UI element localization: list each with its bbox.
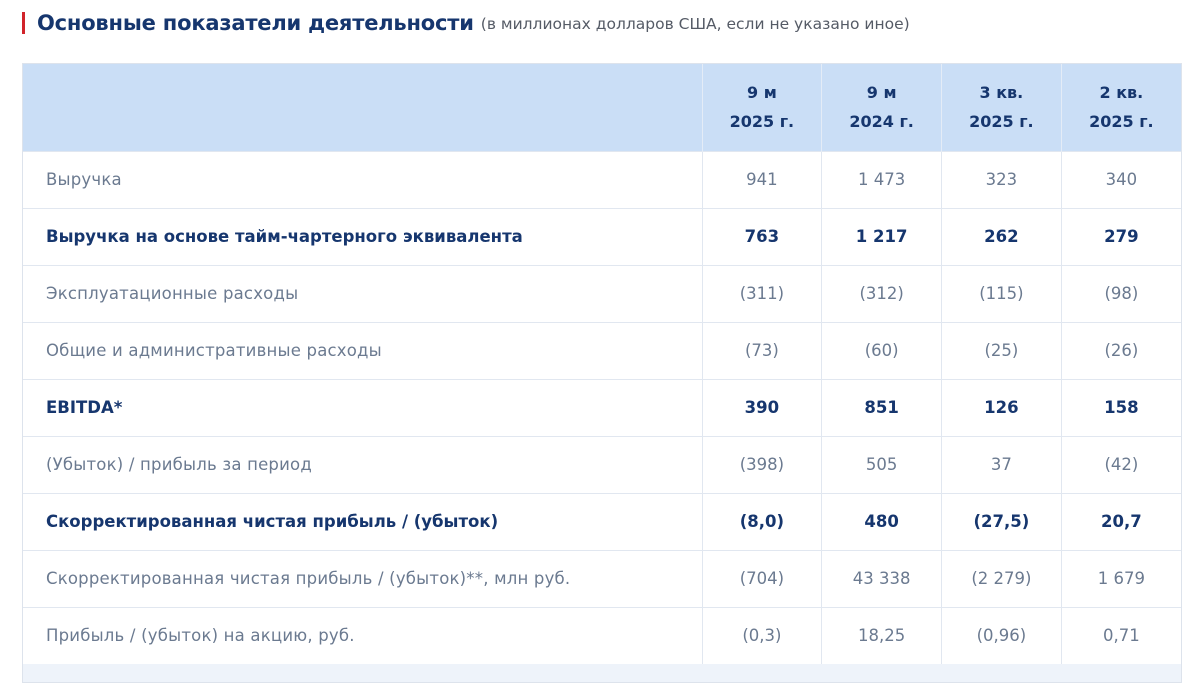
table-header-row: 9 м 2025 г. 9 м 2024 г. 3 кв. 2025 г. 2 кв. 202… (23, 64, 1181, 151)
table-row: Общие и административные расходы (73) (60)… (23, 321, 1181, 379)
table-body: Выручка 941 1 473 323 340 Выручка на основе т… (23, 150, 1181, 664)
value-cell: 340 (1060, 150, 1181, 208)
row-label: Скорректированная чистая прибыль / (убыт… (23, 492, 702, 550)
value-cell: (25) (941, 321, 1062, 379)
value-cell: 0,71 (1060, 606, 1181, 664)
value-cell: (26) (1060, 321, 1181, 379)
value-cell: 20,7 (1060, 492, 1181, 550)
value-cell: (311) (701, 264, 822, 322)
value-cell: 18,25 (821, 606, 942, 664)
column-header: 3 кв. 2025 г. (941, 64, 1062, 151)
row-label: Выручка (23, 150, 702, 208)
column-header: 2 кв. 2025 г. (1060, 64, 1181, 151)
row-label: Эксплуатационные расходы (23, 264, 702, 322)
value-cell: (42) (1060, 435, 1181, 493)
value-cell: 158 (1060, 378, 1181, 436)
column-header-year: 2025 г. (729, 112, 795, 132)
table-row: Эксплуатационные расходы (311) (312) (115)(… (23, 264, 1181, 322)
value-cell: 1 473 (821, 150, 942, 208)
column-header-year: 2025 г. (969, 112, 1034, 132)
heading-title: Основные показатели деятельности (37, 11, 474, 35)
column-header: 9 м 2024 г. (821, 64, 942, 151)
table-row: (Убыток) / прибыль за период (398) 505 37 (4… (23, 435, 1181, 493)
value-cell: (60) (821, 321, 942, 379)
value-cell: 480 (821, 492, 942, 550)
value-cell: 126 (941, 378, 1062, 436)
header-label-cell (23, 64, 702, 151)
value-cell: 941 (701, 150, 822, 208)
value-cell: (0,96) (941, 606, 1062, 664)
value-cell: (2 279) (941, 549, 1062, 607)
row-label: (Убыток) / прибыль за период (23, 435, 702, 493)
heading-accent-bar (22, 12, 25, 34)
value-cell: 43 338 (821, 549, 942, 607)
value-cell: 37 (941, 435, 1062, 493)
column-header-period: 2 кв. (1099, 83, 1144, 103)
table-row: Выручка на основе тайм-чартерного эквива… (23, 207, 1181, 265)
value-cell: (98) (1060, 264, 1181, 322)
table-row: Прибыль / (убыток) на акцию, руб. (0,3) 18… (23, 606, 1181, 664)
row-label: Прибыль / (убыток) на акцию, руб. (23, 606, 702, 664)
row-label: Общие и административные расходы (23, 321, 702, 379)
value-cell: 1 679 (1060, 549, 1181, 607)
section-heading: Основные показатели деятельности (в милл… (22, 8, 910, 38)
column-header-year: 2024 г. (849, 112, 914, 132)
indicators-table: 9 м 2025 г. 9 м 2024 г. 3 кв. 2025 г. 2 кв. 202… (23, 64, 1181, 664)
value-cell: 1 217 (821, 207, 942, 265)
value-cell: (312) (821, 264, 942, 322)
value-cell: (27,5) (941, 492, 1062, 550)
value-cell: (398) (701, 435, 822, 493)
value-cell: 505 (821, 435, 942, 493)
row-label: Скорректированная чистая прибыль / (убыт… (23, 549, 702, 607)
heading-subtitle: (в миллионах долларов США, если не указа… (480, 15, 910, 33)
table-row: Скорректированная чистая прибыль / (убыт… (23, 549, 1181, 607)
value-cell: (115) (941, 264, 1062, 322)
value-cell: 279 (1060, 207, 1181, 265)
row-label: EBITDA* (23, 378, 702, 436)
value-cell: 763 (701, 207, 822, 265)
value-cell: 390 (701, 378, 822, 436)
value-cell: 851 (821, 378, 942, 436)
column-header: 9 м 2025 г. (701, 64, 822, 151)
column-header-period: 9 м (746, 83, 777, 103)
value-cell: (0,3) (701, 606, 822, 664)
value-cell: 262 (941, 207, 1062, 265)
column-header-year: 2025 г. (1089, 112, 1154, 132)
column-header-period: 9 м (866, 83, 897, 103)
column-header-period: 3 кв. (979, 83, 1024, 103)
value-cell: (73) (701, 321, 822, 379)
table-row: Выручка 941 1 473 323 340 (23, 150, 1181, 208)
table-row: EBITDA* 390 851 126 158 (23, 378, 1181, 436)
value-cell: (704) (701, 549, 822, 607)
value-cell: (8,0) (701, 492, 822, 550)
indicators-table-container: 9 м 2025 г. 9 м 2024 г. 3 кв. 2025 г. 2 кв. 202… (22, 63, 1182, 683)
row-label: Выручка на основе тайм-чартерного эквива… (23, 207, 702, 265)
value-cell: 323 (941, 150, 1062, 208)
table-row: Скорректированная чистая прибыль / (убыт… (23, 492, 1181, 550)
